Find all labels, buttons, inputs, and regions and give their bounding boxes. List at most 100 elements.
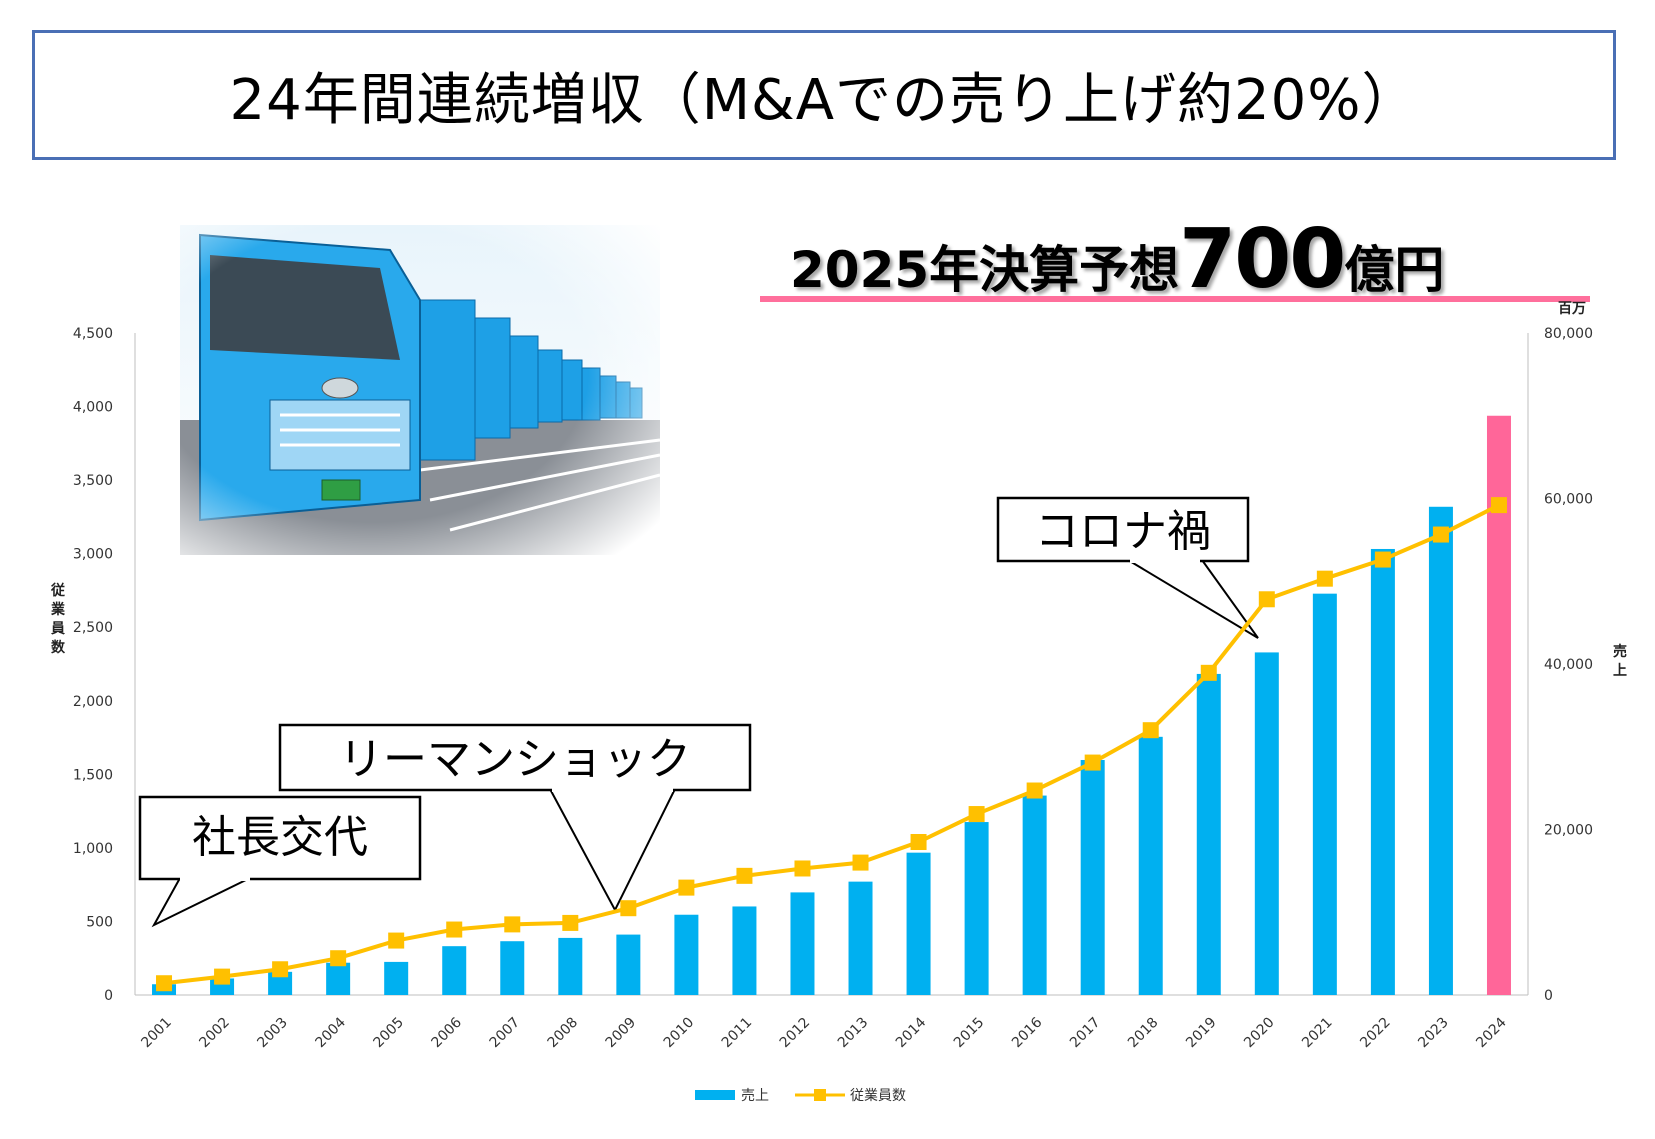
employees-marker: [214, 968, 231, 985]
employees-line: [163, 503, 1500, 986]
x-tick-label: 2018: [1125, 1015, 1162, 1052]
revenue-bar: [442, 946, 467, 995]
forecast-text: 2025年決算予想700億円: [790, 212, 1444, 307]
revenue-bar: [848, 881, 873, 995]
revenue-bar: [1196, 673, 1221, 995]
y-right-tick-label: 0: [1544, 988, 1553, 1004]
employees-marker: [562, 914, 579, 931]
revenue-bar: [1428, 506, 1453, 995]
y-right-unit: 百万: [1558, 301, 1586, 317]
employees-marker: [1316, 570, 1333, 587]
x-tick-label: 2020: [1241, 1015, 1278, 1052]
x-tick-label: 2024: [1473, 1014, 1510, 1051]
x-tick-label: 2013: [835, 1015, 872, 1052]
employees-marker: [1084, 754, 1101, 771]
x-tick-label: 2003: [254, 1015, 291, 1052]
revenue-bar: [674, 914, 699, 995]
employees-marker: [1258, 591, 1275, 608]
y-left-tick-label: 3,000: [73, 547, 113, 563]
revenue-bar: [500, 941, 525, 995]
employees-marker: [736, 867, 753, 884]
x-tick-label: 2011: [719, 1015, 756, 1052]
legend-revenue-label: 売上: [741, 1088, 769, 1104]
y-left-tick-label: 1,500: [73, 767, 113, 783]
employees-marker: [968, 806, 985, 823]
x-tick-label: 2015: [951, 1015, 988, 1052]
legend-employees-marker: [814, 1089, 826, 1101]
y-right-tick-label: 20,000: [1544, 823, 1593, 839]
employees-marker: [1374, 551, 1391, 568]
revenue-bar: [1138, 736, 1163, 995]
employees-marker: [620, 900, 637, 917]
revenue-bar: [790, 892, 815, 995]
x-tick-label: 2005: [371, 1015, 408, 1052]
front-truck: [180, 225, 660, 555]
employees-marker: [504, 916, 521, 933]
employees-marker: [388, 932, 405, 949]
x-tick-label: 2022: [1357, 1015, 1394, 1052]
revenue-bar: [1022, 795, 1047, 995]
title-box: 24年間連続増収（M&Aでの売り上げ約20%）: [32, 30, 1616, 160]
callout-corona-label: コロナ禍: [1035, 506, 1211, 557]
employees-marker: [1200, 664, 1217, 681]
y-left-tick-label: 4,000: [73, 400, 113, 416]
x-tick-label: 2019: [1183, 1015, 1220, 1052]
employees-marker: [156, 975, 173, 992]
y-right-axis-title: 売上: [1613, 643, 1627, 679]
forecast-number: 700: [1179, 212, 1346, 307]
employees-marker: [1026, 782, 1043, 799]
revenue-bar: [616, 934, 641, 995]
revenue-bar: [1312, 593, 1337, 995]
employees-marker: [678, 879, 695, 896]
callout-lehman-label: リーマンショック: [339, 734, 691, 785]
employees-marker: [272, 961, 289, 978]
legend-employees-label: 従業員数: [850, 1088, 906, 1104]
y-right-tick-label: 80,000: [1544, 326, 1593, 342]
page-title: 24年間連続増収（M&Aでの売り上げ約20%）: [229, 67, 1419, 133]
x-tick-label: 2008: [545, 1015, 582, 1052]
y-right-tick-label: 60,000: [1544, 492, 1593, 508]
x-tick-label: 2001: [138, 1015, 175, 1052]
employees-marker: [446, 921, 463, 938]
y-left-tick-label: 3,500: [73, 473, 113, 489]
x-tick-label: 2007: [487, 1015, 524, 1052]
revenue-bar: [384, 961, 409, 995]
employees-marker: [330, 950, 347, 967]
callout-ceo-change: 社長交代: [138, 795, 422, 928]
revenue-bar: [1080, 759, 1105, 995]
revenue-bar: [268, 971, 293, 995]
forecast-banner: 2025年決算予想700億円: [760, 212, 1590, 307]
x-tick-label: 2017: [1067, 1015, 1104, 1052]
employees-marker: [1432, 526, 1449, 543]
legend-revenue-swatch: [695, 1090, 735, 1100]
employees-marker: [1490, 497, 1507, 514]
y-left-axis-title: 従業員数: [50, 582, 66, 656]
forecast-suffix: 億円: [1344, 241, 1445, 299]
x-tick-label: 2002: [196, 1015, 233, 1052]
x-tick-label: 2014: [893, 1014, 930, 1051]
employees-marker: [1142, 722, 1159, 739]
x-tick-label: 2006: [429, 1014, 466, 1051]
callout-ceo-change-label: 社長交代: [192, 812, 368, 863]
x-tick-label: 2016: [1009, 1014, 1046, 1051]
revenue-bar: [558, 937, 583, 995]
callout-corona: コロナ禍: [996, 496, 1259, 639]
y-left-tick-label: 2,000: [73, 694, 113, 710]
x-tick-label: 2023: [1415, 1015, 1452, 1052]
x-tick-label: 2004: [312, 1014, 349, 1051]
y-left-tick-label: 4,500: [73, 326, 113, 342]
y-right-tick-label: 40,000: [1544, 657, 1593, 673]
truck-fleet-photo: [180, 225, 661, 555]
y-left-tick-label: 1,000: [73, 841, 113, 857]
revenue-bar: [1370, 548, 1395, 995]
revenue-bar: [732, 906, 757, 995]
callout-lehman: リーマンショック: [278, 723, 752, 913]
revenue-bar: [326, 962, 351, 995]
revenue-bar: [906, 852, 931, 995]
y-left-tick-label: 2,500: [73, 620, 113, 636]
x-tick-label: 2012: [777, 1015, 814, 1052]
forecast-underline: [760, 296, 1590, 302]
x-tick-label: 2009: [603, 1015, 640, 1052]
x-tick-label: 2010: [661, 1015, 698, 1052]
